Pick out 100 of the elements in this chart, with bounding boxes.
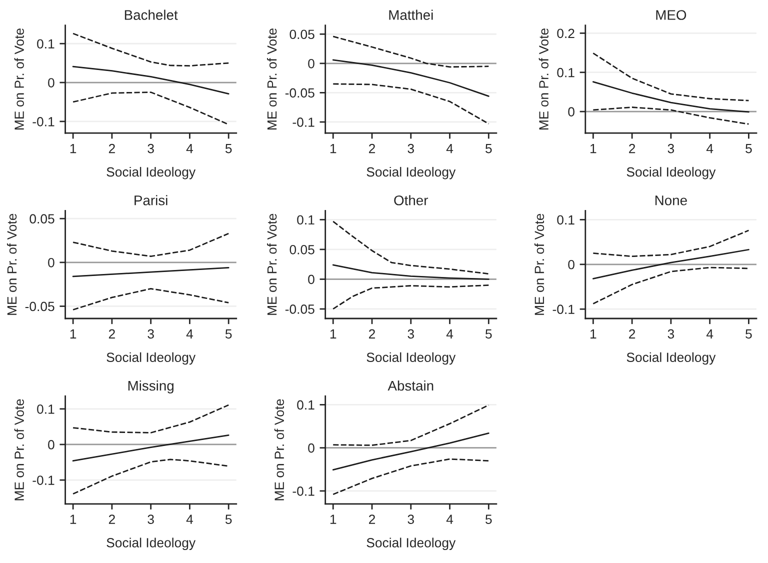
- x-axis-title: Social Ideology: [106, 166, 196, 180]
- line-series: [592, 52, 750, 102]
- y-axis-title: ME on Pr. of Vote: [6, 214, 17, 315]
- line-series: [592, 230, 750, 258]
- chart-title: Parisi: [134, 195, 168, 206]
- x-tick-label: 4: [446, 144, 454, 154]
- x-axis-title: Social Ideology: [106, 352, 196, 365]
- y-tick-label: 0: [48, 78, 54, 88]
- x-axis-title: Social Ideology: [366, 166, 456, 180]
- x-tick-label: 2: [368, 514, 376, 524]
- chart-title: MEO: [656, 10, 686, 20]
- x-tick-label: 5: [486, 144, 492, 154]
- y-tick-label: -0.1: [32, 117, 54, 126]
- y-tick-label: 0: [308, 58, 314, 68]
- x-tick-label: 2: [108, 329, 115, 338]
- x-tick-label: 1: [590, 144, 596, 154]
- y-tick-label: -0.1: [292, 486, 314, 496]
- y-tick-label: 0.1: [297, 215, 314, 225]
- x-tick-label: 3: [668, 329, 674, 339]
- y-tick-label: 0: [568, 260, 574, 270]
- y-axis-title: ME on Pr. of Vote: [14, 28, 24, 130]
- x-tick-label: 3: [148, 329, 154, 339]
- line-series: [332, 458, 490, 496]
- x-tick-label: 2: [108, 144, 115, 154]
- y-axis-title: ME on Pr. of Vote: [267, 214, 277, 315]
- y-tick-label: -0.1: [292, 118, 314, 127]
- line-series: [72, 288, 230, 310]
- x-tick-label: 5: [746, 144, 752, 154]
- line-series: [332, 264, 490, 280]
- x-tick-label: 5: [225, 514, 232, 524]
- line-series: [72, 66, 230, 95]
- x-axis-title: Social Ideology: [366, 352, 456, 365]
- y-tick-label: 0.05: [290, 30, 314, 40]
- y-tick-label: 0.1: [37, 404, 54, 414]
- x-tick-label: 1: [330, 144, 336, 154]
- line-series: [332, 83, 490, 124]
- x-tick-label: 4: [446, 514, 454, 524]
- line-series: [332, 432, 490, 471]
- y-tick-label: 0.2: [557, 28, 574, 38]
- x-tick-label: 5: [746, 329, 752, 339]
- x-tick-label: 2: [368, 144, 376, 154]
- line-series: [332, 59, 490, 97]
- x-tick-label: 2: [629, 144, 636, 154]
- y-axis-title: ME on Pr. of Vote: [14, 399, 24, 500]
- y-tick-label: 0.05: [30, 214, 54, 224]
- line-series: [592, 266, 750, 304]
- y-axis-title: ME on Pr. of Vote: [538, 28, 548, 130]
- y-tick-label: -0.05: [285, 304, 314, 314]
- x-tick-label: 4: [186, 329, 193, 338]
- line-series: [72, 404, 230, 434]
- x-tick-label: 2: [108, 514, 115, 524]
- x-axis-title: Social Ideology: [626, 166, 716, 180]
- x-tick-label: 4: [446, 329, 454, 338]
- y-tick-label: -0.1: [552, 304, 574, 314]
- line-series: [332, 284, 490, 310]
- x-tick-label: 4: [706, 329, 714, 338]
- y-tick-label: -0.05: [285, 88, 314, 98]
- line-series: [592, 248, 750, 280]
- y-tick-label: 0.1: [37, 39, 54, 49]
- y-tick-label: 0: [308, 274, 314, 284]
- y-tick-label: -0.1: [32, 476, 54, 485]
- chart-title: Missing: [128, 380, 174, 394]
- chart-title: Abstain: [388, 380, 434, 391]
- y-tick-label: 0.05: [290, 244, 314, 254]
- x-axis-title: Social Ideology: [626, 352, 716, 365]
- x-tick-label: 3: [408, 514, 414, 524]
- chart-title: Bachelet: [124, 10, 178, 20]
- x-tick-label: 3: [408, 329, 414, 339]
- line-series: [332, 220, 490, 275]
- x-tick-label: 1: [330, 514, 336, 524]
- y-tick-label: 0: [568, 107, 574, 116]
- x-tick-label: 5: [225, 329, 232, 339]
- line-series: [332, 36, 490, 68]
- chart-title: Other: [394, 195, 428, 206]
- line-series: [72, 92, 230, 126]
- x-tick-label: 4: [186, 514, 193, 524]
- x-tick-label: 4: [186, 144, 193, 154]
- chart-title: Matthei: [389, 10, 433, 20]
- x-tick-label: 3: [148, 144, 154, 154]
- x-tick-label: 5: [486, 514, 492, 524]
- y-tick-label: 0.1: [297, 400, 314, 410]
- line-series: [72, 232, 230, 257]
- y-axis-title: ME on Pr. of Vote: [267, 28, 277, 130]
- chart-title: None: [655, 196, 687, 206]
- y-tick-label: 0.1: [557, 215, 574, 225]
- x-tick-label: 1: [590, 329, 596, 338]
- line-series: [592, 106, 750, 125]
- x-axis-title: Social Ideology: [106, 538, 196, 550]
- y-tick-label: -0.05: [25, 302, 54, 312]
- line-series: [72, 32, 230, 66]
- x-tick-label: 1: [330, 329, 336, 338]
- x-tick-label: 3: [148, 514, 154, 524]
- x-tick-label: 2: [629, 329, 636, 338]
- line-series: [72, 458, 230, 495]
- x-tick-label: 5: [486, 329, 492, 339]
- x-tick-label: 4: [706, 144, 714, 154]
- line-series: [332, 404, 490, 446]
- y-tick-label: 0: [48, 258, 54, 268]
- x-tick-label: 3: [668, 144, 674, 154]
- x-tick-label: 1: [70, 514, 76, 524]
